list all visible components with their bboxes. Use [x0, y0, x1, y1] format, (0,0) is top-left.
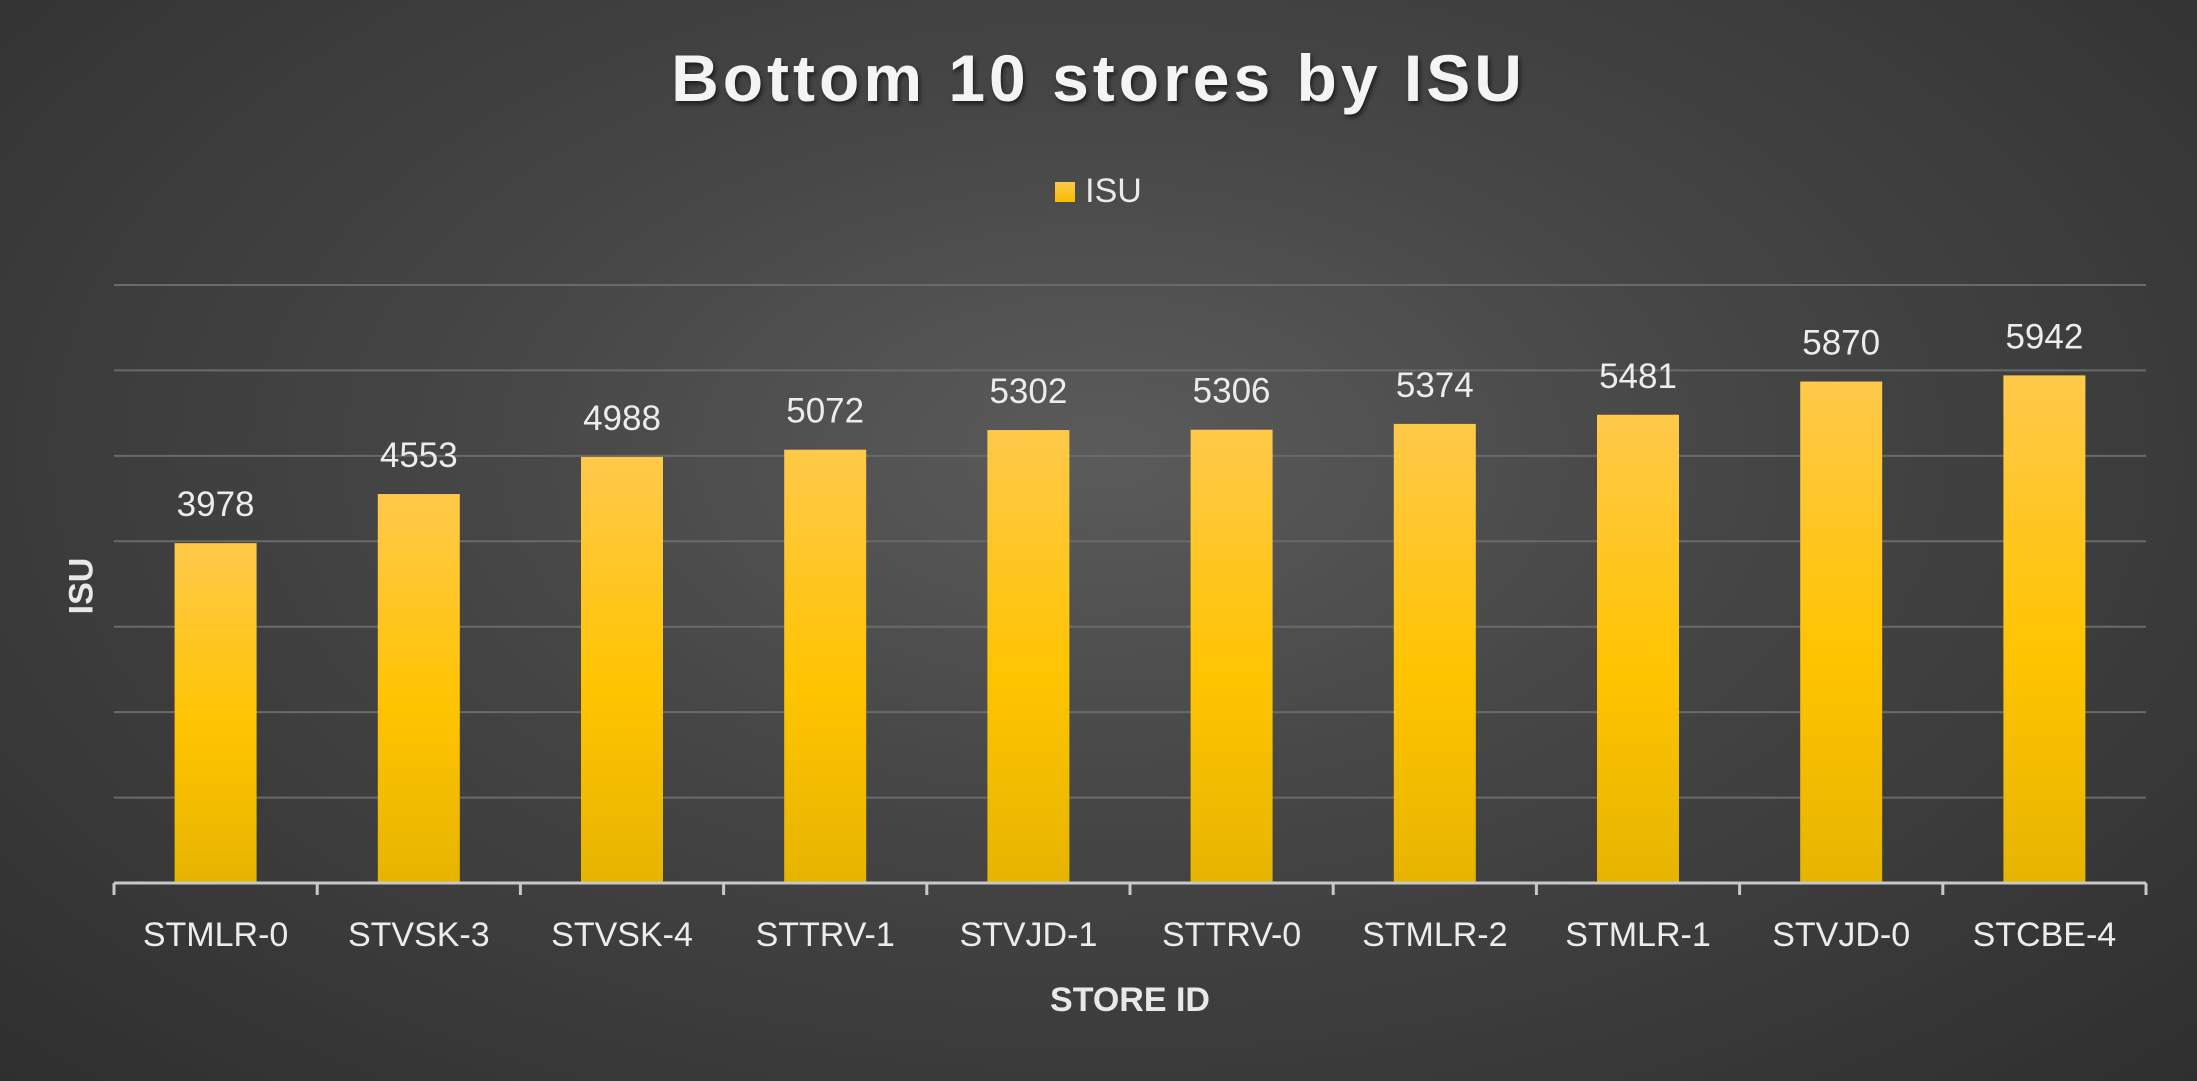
legend-swatch-isu [1055, 181, 1076, 202]
x-tick-label-stmlr-2: STMLR-2 [1362, 916, 1507, 954]
data-label-stmlr-2: 5374 [1396, 366, 1474, 405]
data-labels: 3978 4553 4988 5072 5302 5306 5374 5481 5870 5942 [177, 317, 2084, 524]
data-label-stcbe-4: 5942 [2005, 317, 2083, 356]
x-tick-label-stmlr-1: STMLR-1 [1565, 916, 1710, 954]
x-axis [112, 881, 2148, 895]
bar-sttrv-0 [1190, 429, 1273, 883]
bar-stvjd-0 [1800, 381, 1883, 883]
bars [174, 375, 2086, 883]
chart-title: Bottom 10 stores by ISU [671, 41, 1526, 115]
data-label-stmlr-1: 5481 [1599, 357, 1677, 396]
x-tick-label-stvjd-0: STVJD-0 [1772, 916, 1910, 954]
x-tick-labels: STMLR-0 STVSK-3 STVSK-4 STTRV-1 STVJD-1 STTRV… [143, 916, 2116, 954]
data-label-stvjd-1: 5302 [989, 372, 1067, 411]
bar-stvjd-1 [987, 430, 1070, 883]
bar-stvsk-4 [581, 456, 663, 883]
legend: ISU [0, 172, 2197, 211]
bar-sttrv-1 [784, 449, 867, 883]
data-label-stvsk-4: 4988 [583, 399, 661, 438]
bar-stmlr-0 [174, 543, 257, 883]
legend-label-isu: ISU [1085, 172, 1142, 210]
bar-stcbe-4 [2003, 375, 2086, 883]
x-tick-label-sttrv-1: STTRV-1 [756, 916, 895, 954]
data-label-stmlr-0: 3978 [177, 485, 255, 524]
bar-stvsk-3 [377, 494, 460, 883]
x-tick-label-sttrv-0: STTRV-0 [1162, 916, 1301, 954]
x-tick-label-stmlr-0: STMLR-0 [143, 916, 288, 954]
x-axis-title: STORE ID [1050, 981, 1210, 1019]
bar-stmlr-2 [1393, 423, 1476, 883]
x-tick-label-stvsk-4: STVSK-4 [551, 916, 693, 954]
data-label-sttrv-1: 5072 [786, 392, 864, 431]
data-label-stvjd-0: 5870 [1802, 324, 1880, 363]
x-tick-label-stvjd-1: STVJD-1 [959, 916, 1097, 954]
bar-stmlr-1 [1597, 414, 1679, 883]
x-tick-label-stcbe-4: STCBE-4 [1973, 916, 2117, 954]
data-label-sttrv-0: 5306 [1193, 372, 1271, 411]
data-label-stvsk-3: 4553 [380, 436, 458, 475]
x-tick-label-stvsk-3: STVSK-3 [348, 916, 490, 954]
